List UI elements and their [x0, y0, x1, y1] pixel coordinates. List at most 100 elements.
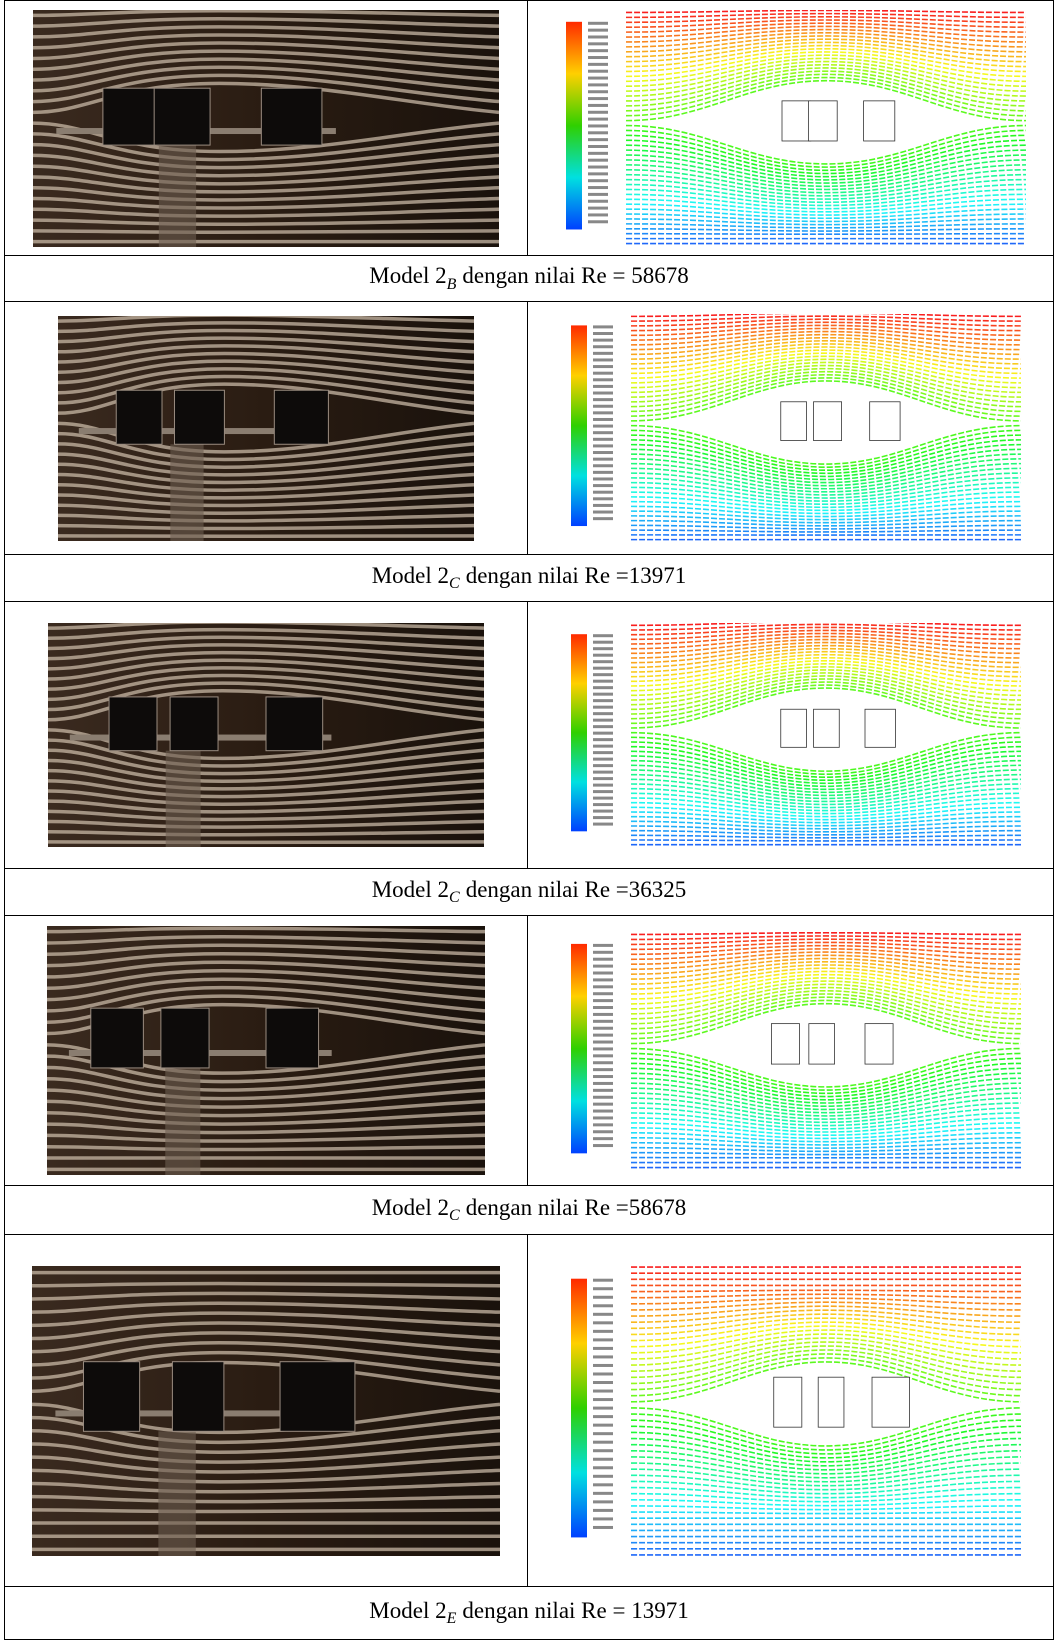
colorbar-label — [593, 673, 613, 676]
streamline — [626, 10, 1026, 12]
colorbar-label — [593, 758, 613, 761]
model-block — [808, 1023, 834, 1063]
streamline — [631, 1063, 1021, 1096]
streamline — [631, 1342, 1021, 1371]
colorbar-label — [588, 186, 608, 189]
colorbar-label — [593, 1123, 613, 1126]
colorbar-label — [593, 738, 613, 741]
model-block — [174, 390, 224, 444]
colorbar-label — [593, 431, 613, 434]
colorbar-label — [593, 358, 613, 361]
page: Model 2Bdengan nilai Re = 58678Model 2Cd… — [0, 0, 1057, 1644]
colorbar-label — [593, 764, 613, 767]
support — [159, 145, 196, 247]
colorbar-label — [593, 950, 613, 953]
streamline — [631, 679, 1021, 714]
streamline — [631, 1294, 1021, 1297]
colorbar-label — [593, 352, 613, 355]
model-block — [91, 1008, 144, 1068]
colorbar-label — [593, 1116, 613, 1119]
support — [170, 444, 203, 541]
colorbar-label — [588, 111, 608, 114]
colorbar-label — [593, 1006, 613, 1009]
streamline — [626, 209, 1026, 218]
caption-subscript: C — [449, 575, 460, 592]
colorbar-label — [593, 1423, 613, 1426]
colorbar-label — [593, 943, 613, 946]
colorbar-label — [593, 1081, 613, 1084]
colorbar-label — [593, 1491, 613, 1494]
photo-cell — [5, 1235, 528, 1587]
photo-cell — [5, 1, 528, 256]
colorbar-label — [593, 444, 613, 447]
colorbar-label — [593, 706, 613, 709]
caption-suffix: dengan nilai Re =13971 — [466, 563, 687, 588]
model-block — [161, 1008, 209, 1068]
caption-subscript: C — [449, 1207, 460, 1224]
colorbar-label — [588, 145, 608, 148]
colorbar-label — [593, 1130, 613, 1133]
colorbar-label — [593, 372, 613, 375]
colorbar-label — [593, 484, 613, 487]
colorbar-label — [593, 418, 613, 421]
model-block — [170, 697, 218, 751]
colorbar-label — [593, 1474, 613, 1477]
colorbar-label — [593, 1137, 613, 1140]
flow-photo — [33, 10, 499, 247]
support — [165, 1068, 200, 1175]
image-row — [5, 602, 1054, 869]
colorbar-label — [593, 1363, 613, 1366]
colorbar-label — [588, 77, 608, 80]
colorbar-label — [593, 471, 613, 474]
caption: Model 2Cdengan nilai Re =36325 — [5, 869, 1054, 916]
model-block — [869, 402, 899, 441]
streamline — [626, 234, 1026, 235]
colorbar-label — [593, 745, 613, 748]
colorbar-label — [593, 365, 613, 368]
colorbar-label — [588, 193, 608, 196]
colorbar-label — [593, 451, 613, 454]
caption-prefix: Model 2 — [372, 877, 449, 902]
image-row — [5, 1235, 1054, 1587]
colorbar-label — [593, 1346, 613, 1349]
colorbar-label — [588, 63, 608, 66]
model-block — [813, 402, 841, 441]
colorbar-label — [588, 83, 608, 86]
caption-subscript: B — [447, 276, 457, 293]
colorbar — [571, 1278, 587, 1537]
colorbar-label — [593, 464, 613, 467]
streamline — [631, 1499, 1021, 1505]
colorbar-label — [588, 207, 608, 210]
colorbar-label — [593, 491, 613, 494]
cfd-streamlines — [561, 1264, 1021, 1558]
caption-row: Model 2Bdengan nilai Re = 58678 — [5, 256, 1054, 302]
colorbar-label — [593, 1295, 613, 1298]
streamline — [631, 1432, 1021, 1461]
model-block — [771, 1023, 799, 1063]
colorbar-label — [593, 1054, 613, 1057]
colorbar-label — [593, 823, 613, 826]
colorbar — [571, 634, 587, 831]
colorbar-label — [593, 985, 613, 988]
image-row — [5, 302, 1054, 555]
streamline — [631, 1310, 1021, 1322]
colorbar-label — [593, 686, 613, 689]
streamline — [631, 1152, 1021, 1154]
colorbar-label — [593, 438, 613, 441]
model-block — [154, 88, 210, 145]
colorbar-label — [593, 332, 613, 335]
colorbar-label — [593, 517, 613, 520]
streamline — [631, 511, 1021, 520]
colorbar-label — [593, 1457, 613, 1460]
colorbar-label — [593, 385, 613, 388]
cfd-streamlines — [556, 10, 1026, 246]
streamline — [631, 945, 1021, 954]
colorbar-label — [593, 1440, 613, 1443]
support — [158, 1431, 195, 1556]
smoke-streak — [32, 1509, 500, 1511]
colorbar-label — [593, 797, 613, 800]
photo-cell — [5, 602, 528, 869]
model-block — [172, 1361, 223, 1431]
colorbar-label — [593, 1398, 613, 1401]
